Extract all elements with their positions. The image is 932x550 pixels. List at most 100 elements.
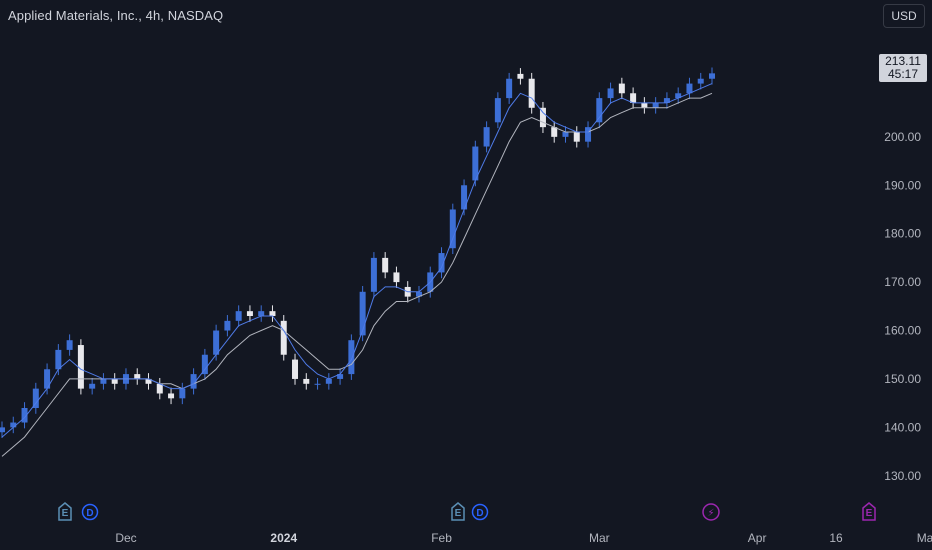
- candle: [21, 408, 28, 423]
- x-tick-label: Feb: [431, 531, 452, 545]
- x-tick-label: 2024: [270, 531, 297, 545]
- y-tick-label: 200.00: [884, 130, 921, 144]
- y-tick-label: 180.00: [884, 227, 921, 241]
- candle: [348, 340, 355, 375]
- event-label: E: [455, 508, 462, 519]
- candle: [168, 393, 175, 399]
- candle: [461, 185, 468, 210]
- candle: [415, 291, 422, 297]
- candle: [280, 320, 287, 355]
- event-label: ⚡: [707, 508, 714, 519]
- event-label: D: [86, 508, 93, 519]
- candles-layer: [0, 67, 715, 439]
- x-tick-label: Apr: [748, 531, 767, 545]
- candle: [314, 383, 321, 385]
- candle: [596, 98, 603, 123]
- candle: [382, 257, 389, 273]
- event-label: D: [476, 508, 483, 519]
- last-price-badge: 213.11 45:17: [879, 54, 927, 82]
- candle: [630, 93, 637, 103]
- moving-averages-layer: [1, 83, 713, 457]
- candle: [10, 422, 17, 428]
- candle: [663, 98, 670, 103]
- candle: [32, 388, 39, 408]
- candle: [100, 378, 107, 384]
- candle: [438, 253, 445, 273]
- candle: [66, 340, 73, 350]
- y-tick-label: 190.00: [884, 178, 921, 192]
- candle: [179, 388, 186, 399]
- x-tick-label: May: [917, 531, 932, 545]
- time-axis: Dec2024FebMarApr16May16: [115, 531, 932, 545]
- y-tick-label: 150.00: [884, 372, 921, 386]
- candle: [539, 107, 546, 128]
- candle: [528, 78, 535, 108]
- candle: [370, 257, 377, 292]
- candle: [483, 127, 490, 147]
- candle: [652, 102, 659, 108]
- candle: [551, 127, 558, 137]
- candle: [77, 345, 84, 389]
- candle: [111, 378, 118, 384]
- candle: [573, 132, 580, 142]
- candle: [337, 374, 344, 379]
- candle: [607, 88, 614, 99]
- candle: [213, 330, 220, 355]
- candle: [506, 78, 513, 99]
- last-price-value: 213.11: [885, 54, 921, 68]
- candle: [269, 311, 276, 316]
- candle: [359, 291, 366, 336]
- y-tick-label: 140.00: [884, 420, 921, 434]
- candle: [292, 359, 299, 379]
- candle: [44, 369, 51, 389]
- candle: [449, 209, 456, 249]
- candle: [393, 272, 400, 283]
- x-tick-label: 16: [829, 531, 843, 545]
- x-tick-label: Dec: [115, 531, 136, 545]
- candle: [686, 83, 693, 94]
- event-earnings-icon[interactable]: E: [58, 502, 72, 521]
- y-tick-label: 160.00: [884, 324, 921, 338]
- candle: [517, 73, 524, 79]
- ema-slow-line: [1, 92, 713, 457]
- candle: [675, 93, 682, 99]
- candle: [145, 378, 152, 384]
- candle: [89, 383, 96, 389]
- candle: [303, 378, 310, 384]
- candle: [325, 378, 332, 384]
- candle: [55, 349, 62, 370]
- event-dividend-icon[interactable]: D: [471, 503, 489, 521]
- candle: [494, 98, 501, 123]
- candle: [201, 354, 208, 375]
- currency-button[interactable]: USD: [883, 4, 925, 28]
- event-earnings-icon[interactable]: E: [451, 502, 465, 521]
- candle: [246, 311, 253, 316]
- candle: [258, 311, 265, 316]
- y-tick-label: 130.00: [884, 469, 921, 483]
- candle: [641, 102, 648, 108]
- candle: [190, 374, 197, 389]
- events-layer: E D E D ⚡ E: [58, 502, 876, 521]
- event-label: E: [62, 508, 69, 519]
- candle: [156, 383, 163, 394]
- ema-fast-line: [1, 83, 713, 438]
- event-split-icon[interactable]: ⚡: [702, 503, 720, 521]
- candle: [224, 320, 231, 331]
- candle: [562, 132, 569, 137]
- candle: [697, 78, 704, 84]
- x-tick-label: Mar: [589, 531, 610, 545]
- candle: [0, 427, 5, 433]
- candle: [134, 374, 141, 379]
- candle: [585, 127, 592, 142]
- candle: [472, 146, 479, 181]
- event-dividend-icon[interactable]: D: [81, 503, 99, 521]
- event-earnings-icon[interactable]: E: [862, 502, 876, 521]
- event-label: E: [866, 508, 873, 519]
- chart-title: Applied Materials, Inc., 4h, NASDAQ: [8, 8, 224, 23]
- candle: [618, 83, 625, 94]
- candle: [235, 311, 242, 321]
- price-axis: 130.00 140.00 150.00 160.00 170.00 180.00 190.…: [884, 130, 921, 483]
- bar-countdown: 45:17: [887, 67, 919, 81]
- y-tick-label: 170.00: [884, 275, 921, 289]
